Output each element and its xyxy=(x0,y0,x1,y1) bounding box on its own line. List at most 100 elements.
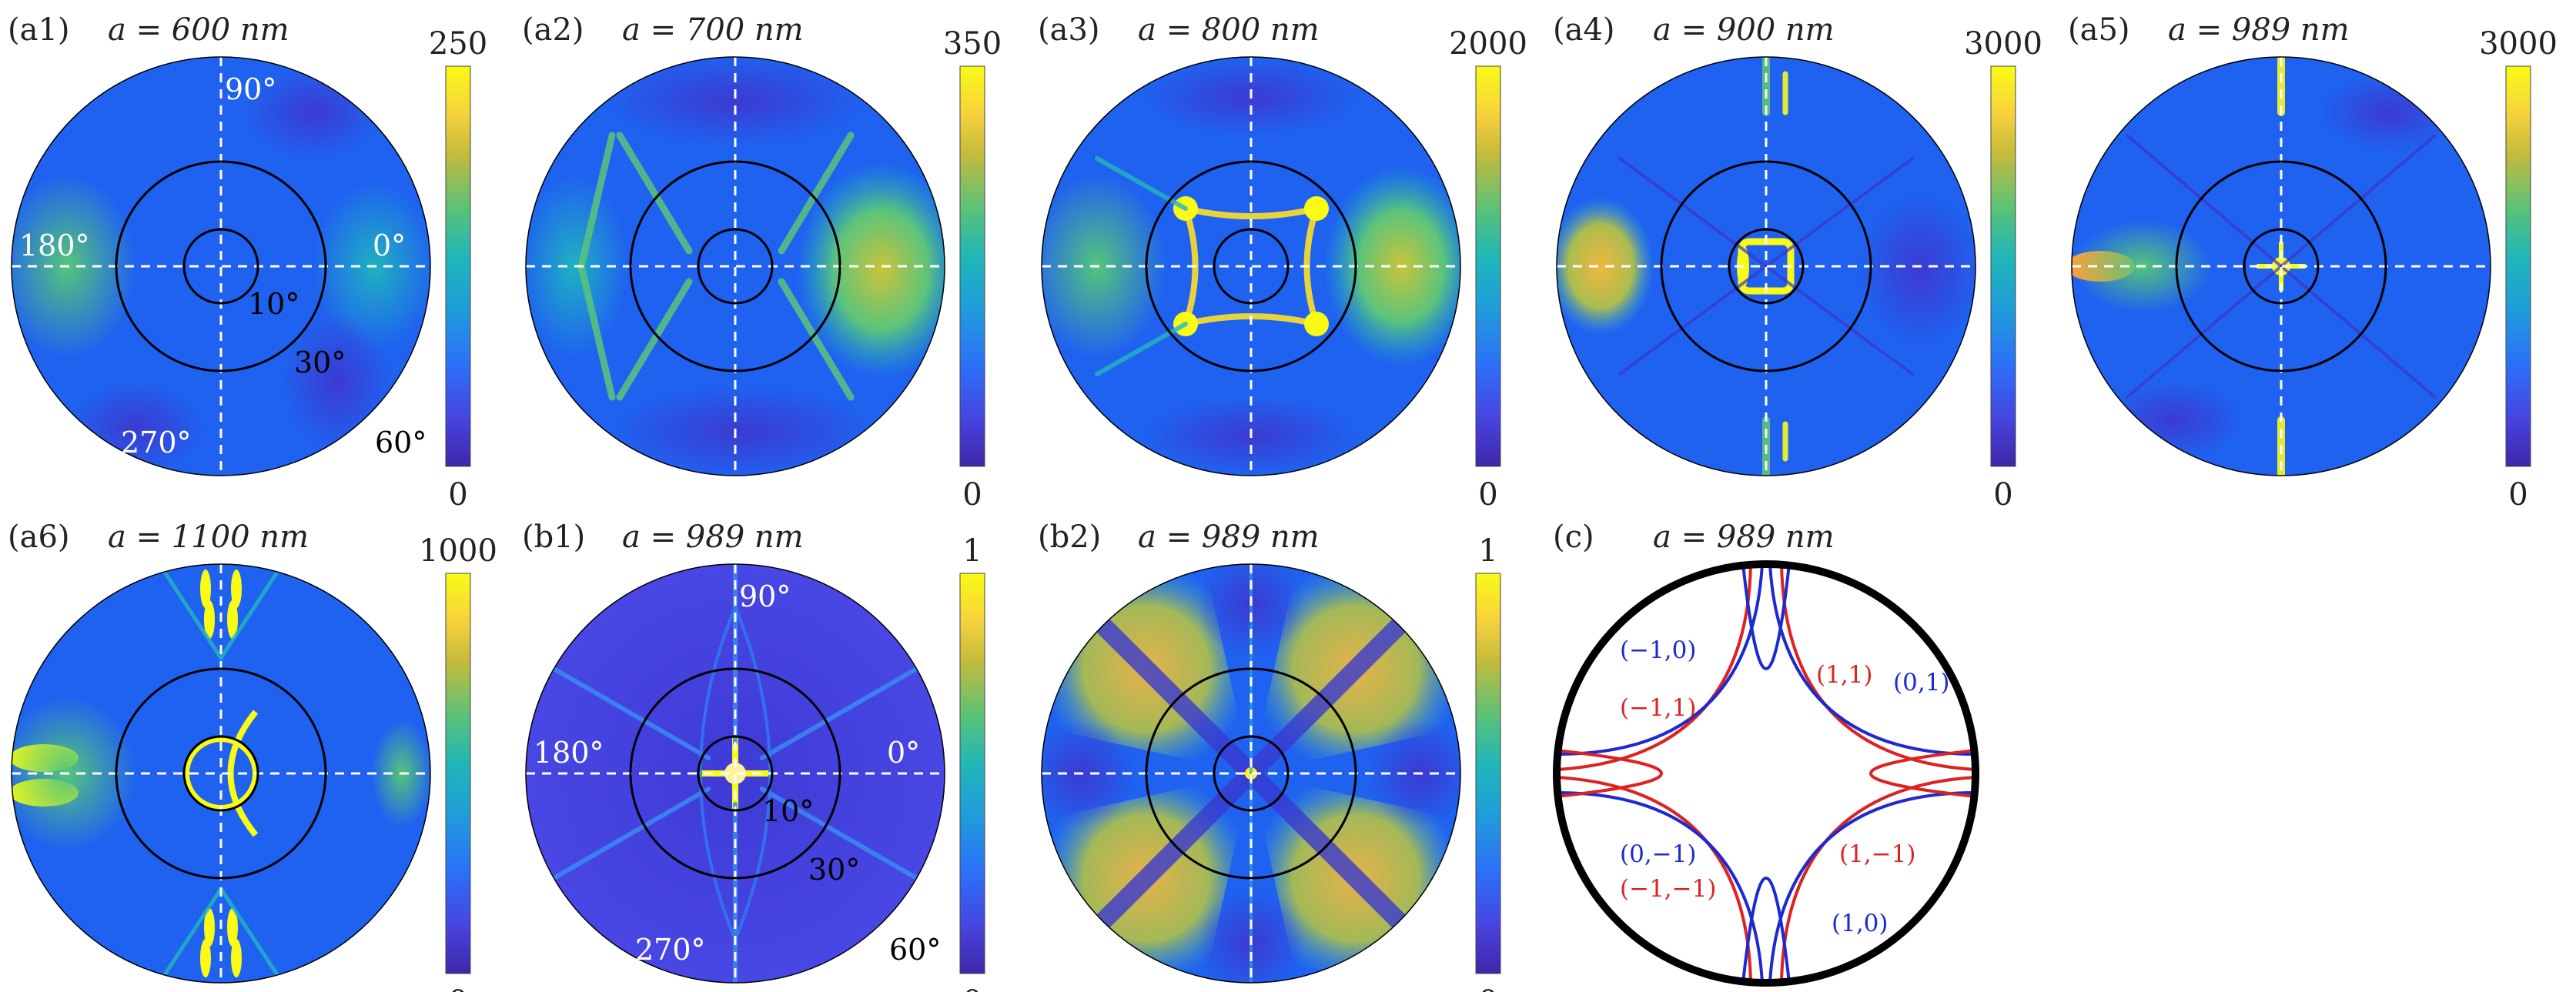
colorbar-min: 0 xyxy=(962,477,982,513)
colorbar-max: 2000 xyxy=(1449,26,1527,62)
colorbar xyxy=(445,65,471,467)
angle-label-30: 30° xyxy=(294,346,346,379)
panel-title: a = 600 nm xyxy=(108,12,289,48)
edge-glow-left xyxy=(526,174,627,359)
colorbar-min: 0 xyxy=(1993,477,2012,513)
order-label: (1,0) xyxy=(1832,910,1889,937)
panel-label: (b1) xyxy=(522,519,585,555)
hot-spot xyxy=(1304,196,1329,221)
caustic-line xyxy=(577,132,616,270)
polar-field xyxy=(1557,564,1975,983)
field-base xyxy=(1042,57,1460,476)
order-curve-red xyxy=(1869,749,1975,798)
colorbar xyxy=(1475,573,1501,974)
colorbar-max: 350 xyxy=(943,26,1002,62)
polar-field xyxy=(2072,57,2491,476)
hot-spot xyxy=(200,939,211,977)
ring-30 xyxy=(1660,160,1872,372)
caustic-line xyxy=(157,564,223,660)
ring-30 xyxy=(629,160,841,372)
colorbar-min: 0 xyxy=(962,984,982,992)
ring-10 xyxy=(2243,228,2320,305)
dark-diagonal xyxy=(2126,265,2283,399)
panel-label: (a6) xyxy=(8,519,70,555)
angle-label-180: 180° xyxy=(19,229,90,262)
panel-label: (a3) xyxy=(1038,12,1100,48)
faint-spoke xyxy=(759,666,919,760)
colorbar-min: 0 xyxy=(448,477,467,513)
c-rim xyxy=(1553,560,1979,987)
outer-rim xyxy=(525,56,945,476)
ring-10 xyxy=(182,735,259,812)
caustic-line xyxy=(778,132,855,255)
caustic-line xyxy=(219,887,285,983)
dark-diagonal xyxy=(1618,157,1768,268)
edge-glow-left xyxy=(1557,197,1654,336)
ring-30 xyxy=(629,667,841,880)
hot-spot xyxy=(227,908,238,947)
ring-30 xyxy=(2175,160,2387,372)
order-label: (−1,1) xyxy=(1620,694,1696,722)
angle-label-30: 30° xyxy=(808,853,860,887)
caustic-line xyxy=(219,564,285,660)
panel-label: (b2) xyxy=(1038,519,1101,555)
faint-arc xyxy=(699,606,737,940)
order-curve-blue xyxy=(1768,564,1975,756)
panel-title: a = 989 nm xyxy=(1653,519,1835,555)
dark-diagonal xyxy=(2280,265,2437,399)
colorbar-min: 0 xyxy=(2508,477,2527,513)
order-curve-red xyxy=(1557,749,1663,798)
dark-diagonal xyxy=(1765,157,1914,268)
panel-title: a = 989 nm xyxy=(2168,12,2350,48)
caustic-line xyxy=(778,278,855,401)
panel-a5: (a5) a = 989 nm 3000 0 xyxy=(2068,12,2558,513)
hot-spot xyxy=(204,908,215,947)
order-label: (−1,0) xyxy=(1620,636,1696,664)
hot-spot xyxy=(231,939,242,977)
panel-title: a = 900 nm xyxy=(1653,12,1835,48)
dark-lobe xyxy=(2320,74,2458,151)
order-label: (0,1) xyxy=(1893,669,1950,696)
order-label: (1,1) xyxy=(1816,661,1873,689)
colorbar xyxy=(959,573,985,974)
panel-label: (a5) xyxy=(2068,12,2130,48)
hot-spot xyxy=(204,600,215,639)
angle-label-270: 270° xyxy=(635,933,706,967)
ring-30 xyxy=(1145,160,1357,372)
order-curve-blue xyxy=(1741,877,1791,983)
ring-10 xyxy=(182,228,259,305)
angle-label-10: 10° xyxy=(248,287,299,321)
outer-rim xyxy=(11,56,431,476)
caustic-line xyxy=(157,887,223,983)
caustic-line xyxy=(577,262,616,401)
angle-label-180: 180° xyxy=(534,736,604,770)
hot-spot xyxy=(227,600,238,639)
panel-a4: (a4) a = 900 nm 3000 0 xyxy=(1553,12,2042,513)
panel-a1: (a1) a = 600 nm 250 0 90° 180° 0° 270° 10° 30° 60° xyxy=(8,12,487,513)
panel-title: a = 700 nm xyxy=(622,12,804,48)
ring-10 xyxy=(1213,735,1290,812)
colorbar xyxy=(2505,65,2531,467)
angle-label-0: 0° xyxy=(887,736,920,770)
panel-label: (c) xyxy=(1553,519,1594,555)
dark-lobe xyxy=(612,386,874,476)
outer-rim xyxy=(2071,56,2491,476)
colorbar-min: 0 xyxy=(1478,477,1497,513)
colorbar-min: 0 xyxy=(1478,984,1497,992)
panel-label: (a4) xyxy=(1553,12,1615,48)
dark-diagonal xyxy=(1765,265,1914,376)
angle-label-90: 90° xyxy=(225,72,276,106)
order-label: (0,−1) xyxy=(1620,840,1696,868)
dark-lobe xyxy=(604,57,866,147)
hot-spot xyxy=(1304,312,1329,336)
faint-spoke xyxy=(759,787,919,880)
panel-a2: (a2) a = 700 nm 350 0 xyxy=(522,12,1002,513)
order-curve-blue xyxy=(1741,564,1791,670)
colorbar xyxy=(1475,65,1501,467)
polar-field xyxy=(526,57,945,476)
panel-title: a = 800 nm xyxy=(1138,12,1320,48)
edge-glow-right xyxy=(797,162,945,378)
colorbar xyxy=(959,65,985,467)
order-curve-blue xyxy=(1768,791,1975,983)
angle-label-90: 90° xyxy=(739,580,791,613)
